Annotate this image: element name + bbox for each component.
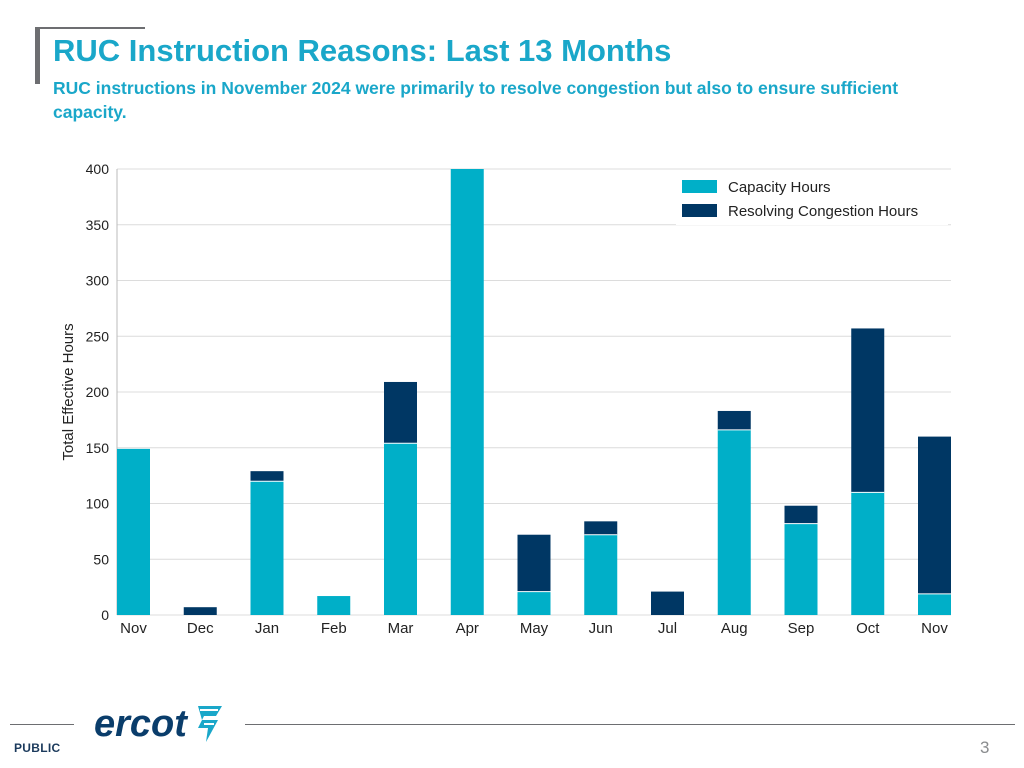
y-axis-title: Total Effective Hours — [60, 323, 77, 460]
bar-congestion — [717, 410, 751, 430]
bar-capacity — [450, 169, 484, 615]
y-tick-label: 0 — [101, 607, 109, 623]
bar-capacity — [851, 492, 885, 615]
y-tick-label: 100 — [86, 496, 110, 512]
x-tick-label: Nov — [921, 620, 948, 637]
bar-congestion — [584, 521, 618, 535]
x-tick-label: Jun — [589, 620, 613, 637]
footer-divider-left — [10, 724, 74, 725]
bar-congestion — [384, 381, 417, 444]
page-subtitle: RUC instructions in November 2024 were p… — [53, 78, 899, 122]
y-tick-label: 300 — [86, 273, 110, 289]
bar-congestion — [517, 534, 551, 592]
title-accent-rule — [35, 27, 145, 29]
x-tick-label: Feb — [321, 620, 347, 637]
legend-label: Resolving Congestion Hours — [728, 203, 918, 220]
x-tick-label: Aug — [721, 620, 748, 637]
x-tick-label: Mar — [388, 620, 414, 637]
logo-bolt-icon — [198, 706, 222, 742]
y-tick-label: 400 — [86, 161, 110, 177]
y-tick-label: 200 — [86, 384, 110, 400]
page-title: RUC Instruction Reasons: Last 13 Months — [53, 33, 672, 68]
bar-congestion — [784, 505, 818, 524]
x-tick-label: May — [520, 620, 549, 637]
title-accent-bar — [35, 28, 40, 84]
bar-congestion — [651, 591, 684, 615]
bar-capacity — [117, 448, 150, 615]
y-tick-label: 250 — [86, 328, 110, 344]
bar-congestion — [250, 471, 284, 482]
x-tick-label: Oct — [856, 620, 880, 637]
bar-congestion — [851, 328, 885, 493]
bar-capacity — [317, 596, 351, 615]
bar-congestion — [183, 607, 217, 615]
x-tick-label: Jul — [658, 620, 677, 637]
x-tick-label: Sep — [788, 620, 815, 637]
x-tick-label: Jan — [255, 620, 279, 637]
page-number: 3 — [980, 738, 990, 757]
bar-capacity — [918, 593, 951, 615]
bar-congestion — [918, 436, 951, 594]
legend-swatch — [682, 204, 717, 217]
bar-capacity — [584, 534, 618, 615]
legend-background — [676, 171, 948, 225]
stacked-bar-chart: 0 50 100 150 200 250 300 350 400 Total Effective … — [60, 161, 951, 637]
bar-capacity — [784, 523, 818, 615]
bar-capacity — [250, 481, 284, 615]
y-tick-label: 150 — [86, 440, 110, 456]
bar-capacity — [517, 591, 551, 615]
y-tick-label: 50 — [93, 551, 109, 567]
bar-capacity — [384, 443, 417, 615]
x-tick-label: Apr — [456, 620, 479, 637]
classification-label: PUBLIC — [14, 741, 61, 755]
ercot-logo: ercot — [92, 698, 232, 755]
footer-divider-right — [245, 724, 1015, 725]
logo-wordmark: ercot — [94, 703, 188, 745]
bar-capacity — [717, 429, 751, 615]
x-tick-label: Dec — [187, 620, 214, 637]
legend-label: Capacity Hours — [728, 179, 831, 196]
legend-swatch — [682, 180, 717, 193]
x-tick-label: Nov — [120, 620, 147, 637]
y-tick-label: 350 — [86, 217, 110, 233]
